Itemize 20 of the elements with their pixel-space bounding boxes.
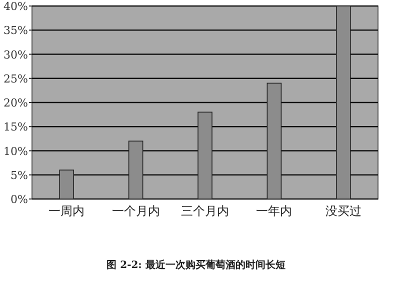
x-tick-label: 一年内 <box>256 204 292 218</box>
y-tick-label: 20% <box>4 96 28 110</box>
y-tick-label: 10% <box>4 144 28 158</box>
x-tick-label: 一个月内 <box>112 204 160 218</box>
y-tick-label: 30% <box>4 48 28 62</box>
y-tick-label: 5% <box>10 168 28 182</box>
bar <box>266 82 282 200</box>
x-tick-label: 没买过 <box>325 204 362 218</box>
y-tick-label: 40% <box>4 0 28 13</box>
y-tick-label: 0% <box>10 193 28 206</box>
x-tick-label: 一周内 <box>48 204 85 218</box>
bar <box>128 140 144 200</box>
y-tick-label: 25% <box>4 72 28 86</box>
bar <box>336 6 351 200</box>
y-tick-label: 35% <box>4 24 28 38</box>
text: 图 2-2: 最近一次购买葡萄酒的时间长短 <box>106 259 286 271</box>
bar <box>59 170 74 200</box>
bar <box>198 112 212 200</box>
y-tick-label: 15% <box>4 120 28 134</box>
x-tick-label: 三个月内 <box>181 204 229 218</box>
